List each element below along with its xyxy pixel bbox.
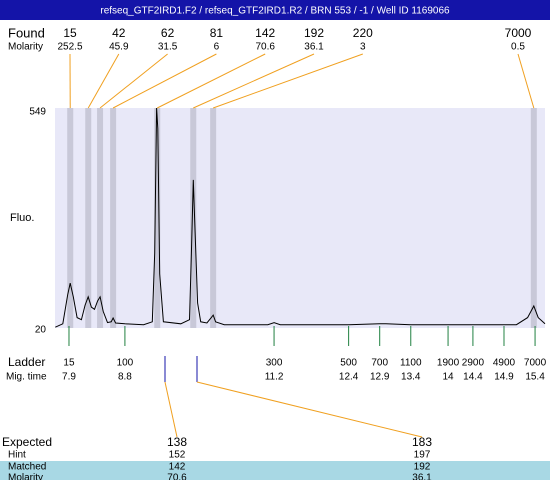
ladder-size: 1100 [400,358,422,369]
molarity-label: Molarity [8,42,43,53]
ladder-size: 700 [371,358,388,369]
found-molarity: 36.1 [304,42,324,53]
expected-row-label: Hint [8,450,26,461]
expected-row-label: Matched [8,462,46,473]
found-label: Found [8,25,45,40]
peak-band [190,108,197,328]
ladder-time: 13.4 [401,372,421,383]
expected-row-label: Molarity [8,473,43,480]
found-molarity: 3 [360,42,366,53]
ladder-time: 12.4 [339,372,359,383]
plot-area [55,108,545,328]
peak-band [210,108,217,328]
found-connector [99,53,168,109]
expected-value: 70.6 [167,473,187,480]
found-size: 15 [63,26,77,40]
peak-band [67,108,74,328]
found-size: 81 [210,26,224,40]
found-molarity: 31.5 [158,42,178,53]
ladder-size: 500 [340,358,357,369]
matched-band [0,461,550,480]
ladder-time: 11.2 [265,372,284,383]
found-molarity: 0.5 [511,42,525,53]
found-molarity: 70.6 [255,42,275,53]
found-size: 62 [161,26,175,40]
ladder-time: 14.9 [494,372,514,383]
found-connector [517,53,535,109]
expected-value: 138 [167,435,187,449]
ladder-time: 14 [442,372,454,383]
y-tick-label: 549 [29,107,46,118]
y-tick-label: 20 [35,325,47,336]
ladder-size: 2900 [462,358,485,369]
found-size: 192 [304,26,324,40]
found-molarity: 6 [214,42,220,53]
trace [55,107,546,328]
peak-band [97,108,104,328]
found-molarity: 45.9 [109,42,129,53]
found-connector [112,53,217,109]
expected-connector [164,381,178,438]
ladder-size: 300 [266,358,283,369]
expected-value: 183 [412,435,432,449]
ladder-time: 14.4 [463,372,483,383]
y-axis-label: Fluo. [10,212,34,224]
ladder-time: 8.8 [118,372,132,383]
found-connector [193,53,315,109]
ladder-size: 7000 [524,358,547,369]
found-size: 142 [255,26,275,40]
expected-value: 197 [414,450,431,461]
title: refseq_GTF2IRD1.F2 / refseq_GTF2IRD1.R2 … [100,6,450,17]
peak-band [85,108,92,328]
expected-row-label: Expected [2,435,52,449]
peak-band [110,108,117,328]
expected-connector [196,381,423,438]
ladder-size: 15 [63,358,75,369]
expected-value: 36.1 [412,473,432,480]
ladder-time: 7.9 [62,372,76,383]
ladder-size: 4900 [493,358,516,369]
ladder-size: 1900 [437,358,460,369]
expected-value: 142 [169,462,186,473]
expected-value: 152 [169,450,186,461]
ladder-label: Ladder [8,355,45,369]
found-size: 7000 [505,26,532,40]
ladder-time: 15.4 [525,372,545,383]
found-connector [212,53,363,109]
found-size: 220 [353,26,373,40]
expected-value: 192 [414,462,431,473]
mig-time-label: Mig. time [6,372,47,383]
found-molarity: 252.5 [57,42,82,53]
title-bar [0,0,550,20]
peak-band [530,108,537,328]
ladder-time: 12.9 [370,372,390,383]
found-size: 42 [112,26,126,40]
found-connector [157,53,266,109]
peak-band [154,108,161,328]
found-connector [87,53,120,109]
ladder-size: 100 [117,358,134,369]
